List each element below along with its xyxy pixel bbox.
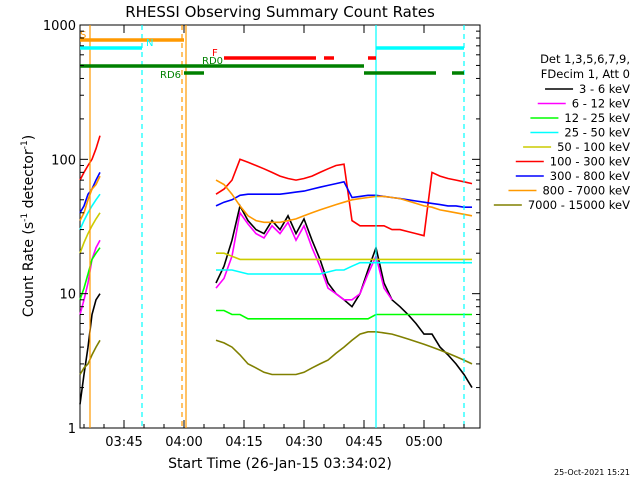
legend-entry-0: 3 - 6 keV	[579, 82, 630, 96]
series-line-3	[79, 193, 472, 275]
flag-label-1: N	[146, 38, 153, 49]
x-tick-label-1: 04:00	[165, 435, 202, 450]
legend-entry-5: 100 - 300 keV	[550, 155, 630, 169]
legend-header-1: Det 1,3,5,6,7,9,	[540, 52, 630, 66]
y-tick-label-2: 100	[51, 153, 76, 168]
legend-header-2: FDecim 1, Att 0	[541, 67, 630, 81]
x-tick-label-3: 04:30	[285, 435, 322, 450]
flag-label-4: RD6	[160, 70, 181, 81]
series-layer	[79, 135, 473, 405]
flag-label-3: RD0	[202, 56, 223, 67]
x-tick-label-4: 04:45	[345, 435, 382, 450]
y-tick-label-1: 10	[59, 288, 76, 303]
y-axis: 1 10 100 1000	[43, 19, 480, 437]
series-line-4	[79, 212, 472, 261]
legend-entry-8: 7000 - 15000 keV	[528, 198, 630, 212]
y-tick-label-3: 1000	[43, 19, 76, 34]
y-tick-label-0: 1	[68, 422, 76, 437]
series-line-5	[79, 135, 473, 237]
legend: Det 1,3,5,6,7,9, FDecim 1, Att 0 3 - 6 k…	[493, 52, 630, 212]
y-axis-label-part3: )	[21, 135, 37, 140]
footer-date: 25-Oct-2021 15:21	[554, 468, 630, 477]
vertical-markers	[89, 25, 465, 428]
x-axis-label: Start Time (26-Jan-15 03:34:02)	[168, 456, 392, 472]
legend-entry-4: 50 - 100 keV	[557, 140, 630, 154]
legend-entry-2: 12 - 25 keV	[564, 111, 630, 125]
x-tick-label-2: 04:15	[225, 435, 262, 450]
legend-entry-6: 300 - 800 keV	[550, 169, 630, 183]
legend-entry-1: 6 - 12 keV	[572, 97, 630, 111]
y-axis-label-part2: detector	[21, 149, 37, 213]
legend-entry-3: 25 - 50 keV	[564, 126, 630, 140]
series-line-6	[79, 172, 472, 214]
chart-title: RHESSI Observing Summary Count Rates	[125, 3, 435, 21]
y-axis-label: Count Rate (s-1 detector-1)	[20, 135, 37, 317]
flag-label-0: S	[80, 30, 86, 41]
series-line-7	[79, 175, 473, 224]
y-axis-label-sup1: -1	[20, 213, 30, 222]
legend-entry-7: 800 - 7000 keV	[542, 184, 630, 198]
x-axis: 03:45 04:00 04:15 04:30 04:45 05:00	[83, 25, 465, 450]
flag-label-2: F	[212, 48, 218, 59]
x-tick-label-0: 03:45	[105, 435, 142, 450]
series-line-2	[79, 247, 472, 320]
series-line-8	[79, 331, 473, 376]
y-axis-label-sup2: -1	[20, 140, 30, 149]
y-axis-label-part1: Count Rate (s	[21, 222, 37, 317]
plot-area-frame	[79, 24, 481, 429]
series-line-1	[79, 210, 393, 315]
x-tick-label-5: 05:00	[405, 435, 442, 450]
